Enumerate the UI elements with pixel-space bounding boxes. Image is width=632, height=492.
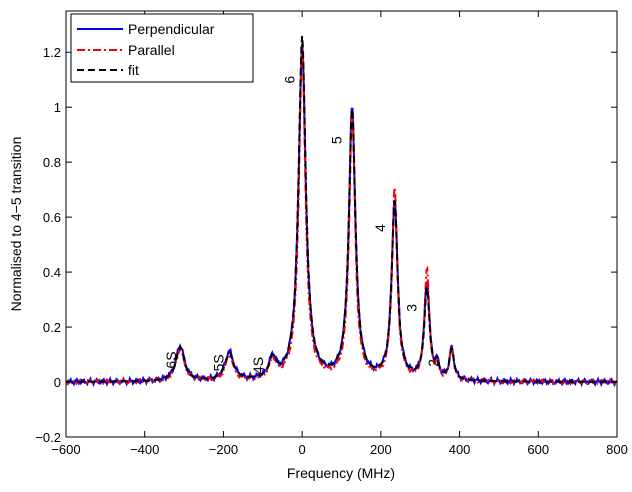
legend: Perpendicular Parallel fit — [70, 13, 254, 83]
y-tick-label: −0.2 — [35, 430, 61, 445]
peak-label: 3 — [403, 304, 419, 312]
peak-label: 2 — [425, 359, 441, 367]
y-tick-label: 1.2 — [43, 45, 61, 60]
peak-label: 5S — [210, 354, 226, 371]
x-tick-label: −200 — [209, 442, 238, 457]
axis-ticks: −600 −400 −200 0 200 400 600 800 −0.2 0 0.2 0.4 0.6 0… — [35, 11, 628, 457]
legend-label-fit: fit — [128, 62, 139, 78]
x-tick-label: −400 — [130, 442, 159, 457]
x-tick-label: −600 — [51, 442, 80, 457]
x-tick-label: 400 — [449, 442, 471, 457]
peak-label: 4 — [372, 224, 388, 232]
legend-label-parallel: Parallel — [128, 42, 175, 58]
plot-series — [66, 35, 617, 388]
y-tick-label: 0.8 — [43, 155, 61, 170]
peak-label: 4S — [250, 357, 266, 374]
y-tick-label: 0.2 — [43, 320, 61, 335]
x-axis-title: Frequency (MHz) — [287, 465, 395, 481]
y-tick-label: 0 — [54, 375, 61, 390]
peak-annotations: 6S 5S 4S 6 5 4 3 2 — [163, 76, 441, 374]
x-tick-label: 200 — [370, 442, 392, 457]
series-line-fit — [66, 35, 617, 383]
y-tick-label: 0.6 — [43, 210, 61, 225]
legend-label-perpendicular: Perpendicular — [128, 21, 215, 37]
y-tick-label: 1 — [54, 100, 61, 115]
x-tick-label: 0 — [299, 442, 306, 457]
x-tick-label: 600 — [527, 442, 549, 457]
y-tick-label: 0.4 — [43, 265, 61, 280]
x-tick-label: 800 — [606, 442, 628, 457]
peak-label: 6S — [163, 351, 179, 368]
y-axis-title: Normalised to 4−5 transition — [8, 137, 24, 312]
peak-label: 6 — [281, 76, 297, 84]
peak-label: 5 — [329, 136, 345, 144]
